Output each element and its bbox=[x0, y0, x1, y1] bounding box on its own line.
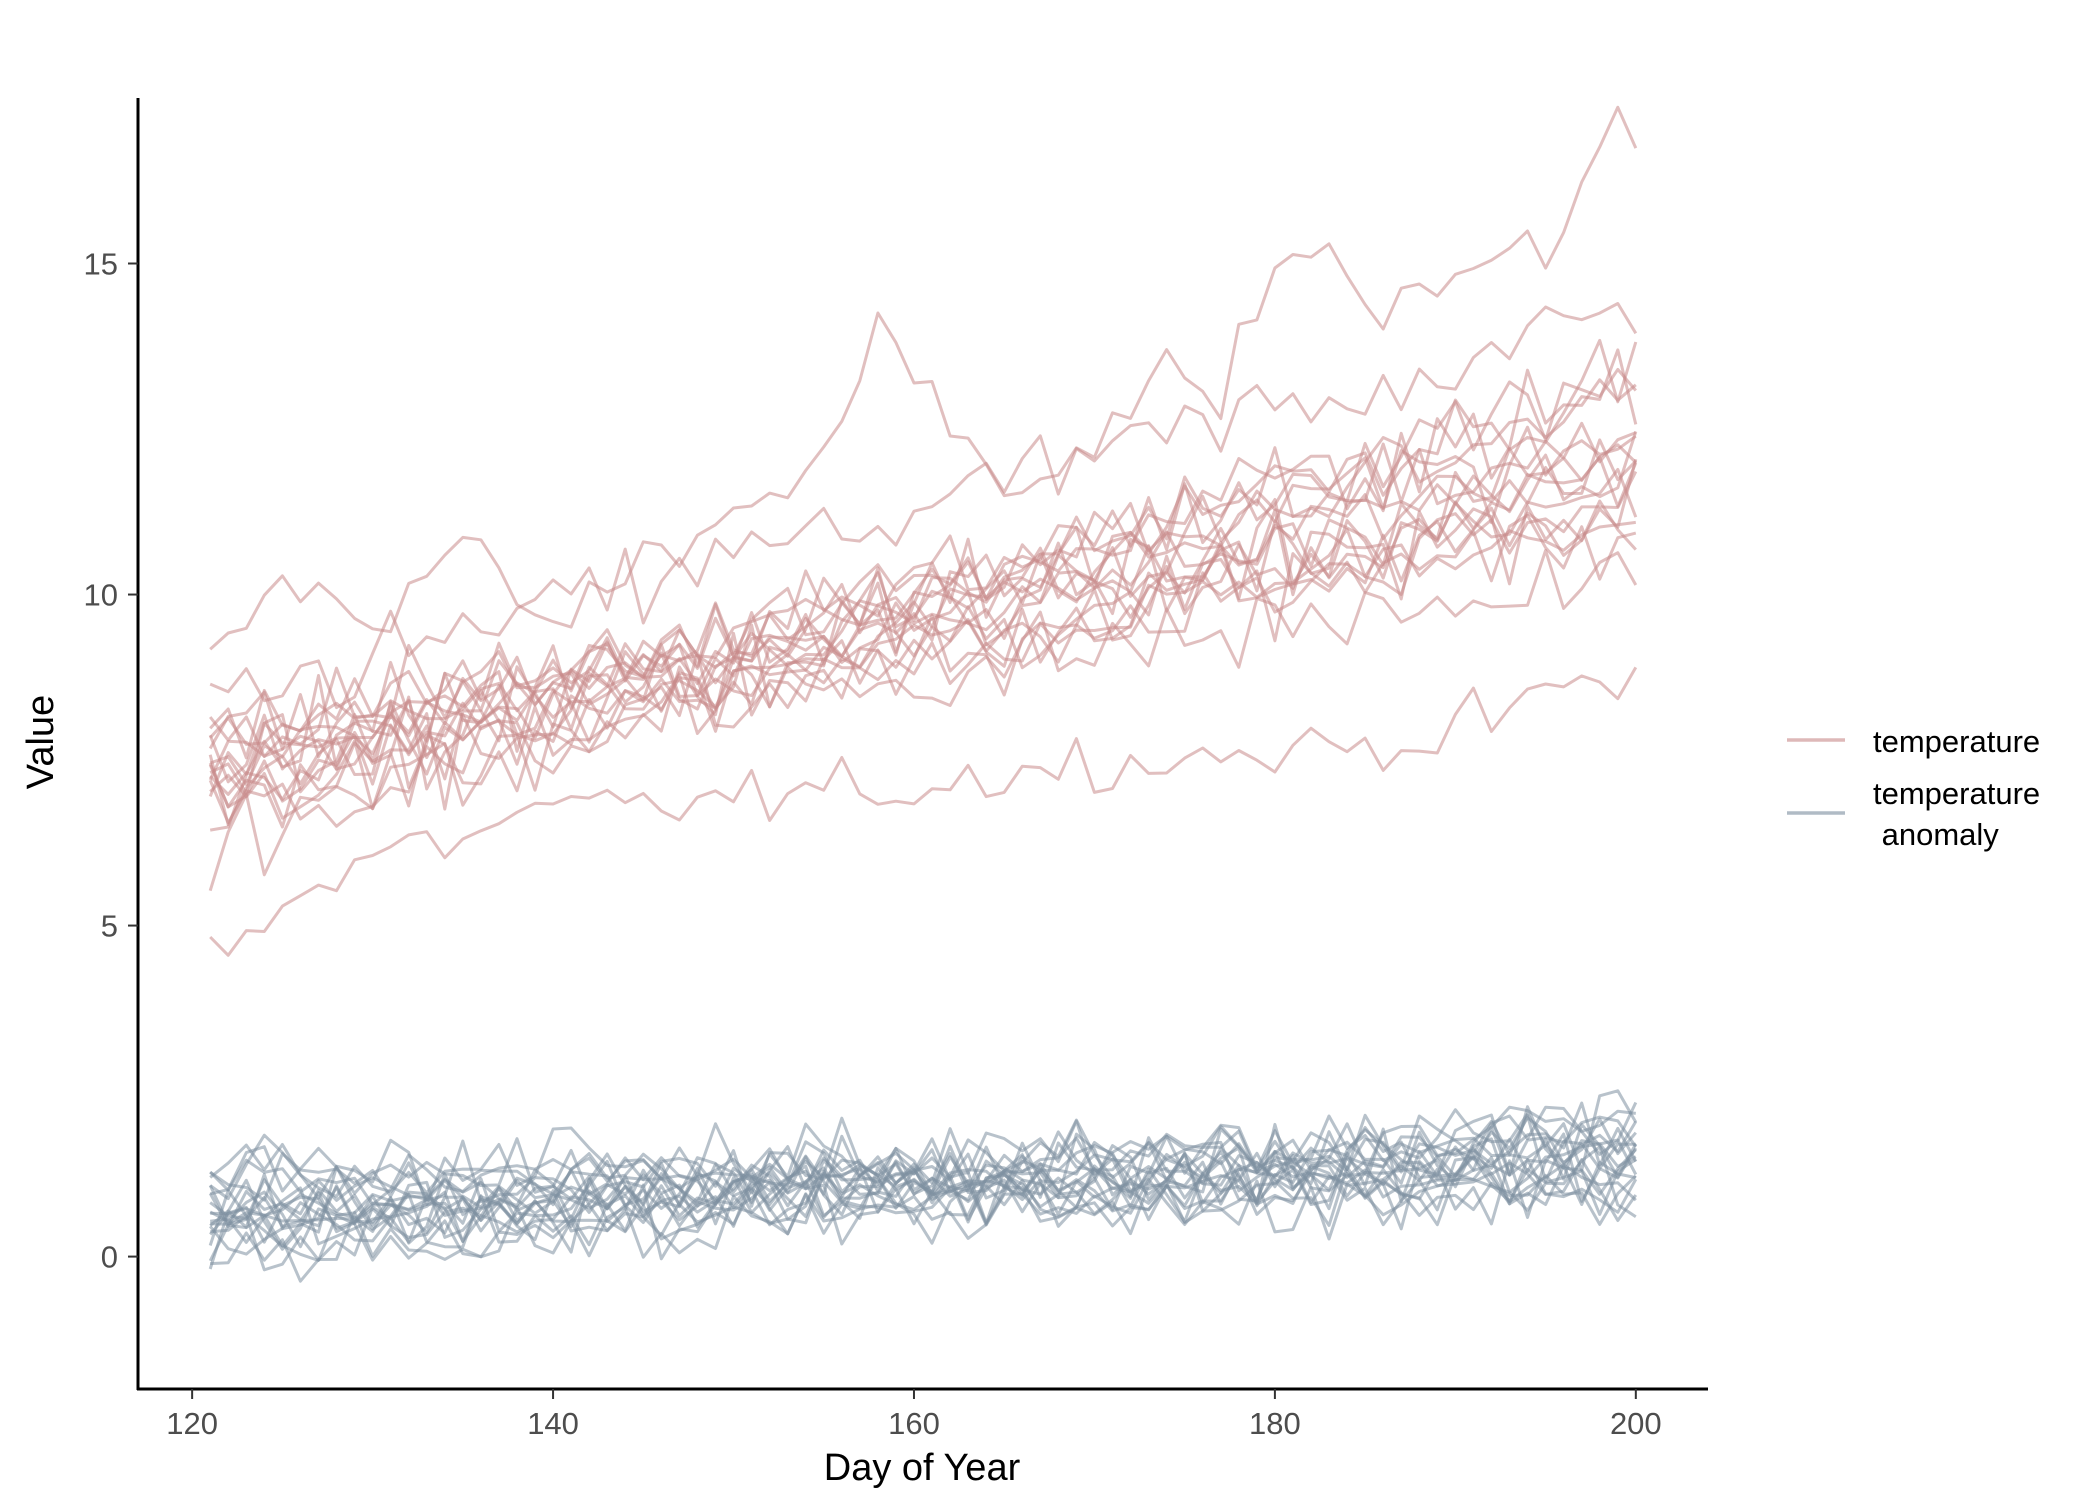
x-axis-title: Day of Year bbox=[824, 1447, 1021, 1489]
series-line-temperature bbox=[209, 105, 1638, 651]
series-line-temperature-anomaly bbox=[209, 1137, 1637, 1231]
y-axis-title: Value bbox=[20, 695, 62, 789]
y-tick-label: 0 bbox=[101, 1240, 118, 1275]
series-line-temperature bbox=[208, 443, 1637, 829]
x-tick-label: 200 bbox=[1610, 1406, 1662, 1441]
x-tick-label: 160 bbox=[888, 1406, 940, 1441]
series-line-temperature-anomaly bbox=[210, 1116, 1638, 1234]
series-line-temperature bbox=[209, 548, 1638, 786]
series-line-temperature bbox=[208, 425, 1637, 797]
legend-label-temperature-anomaly-line1: temperature bbox=[1873, 776, 2040, 811]
legend-label-temperature-anomaly-line2: anomaly bbox=[1873, 817, 1999, 852]
x-tick-label: 140 bbox=[527, 1406, 579, 1441]
y-tick-label: 10 bbox=[84, 578, 118, 613]
series-line-temperature bbox=[209, 431, 1638, 758]
series-line-temperature bbox=[209, 338, 1638, 832]
series-line-temperature bbox=[209, 666, 1638, 957]
series-line-temperature bbox=[209, 470, 1638, 820]
series-line-temperature bbox=[208, 458, 1638, 781]
axis-ticks: 120 140 160 180 200 0 5 10 15 bbox=[84, 247, 1662, 1441]
legend: temperature temperature anomaly bbox=[1787, 724, 2040, 852]
series-line-temperature bbox=[209, 520, 1636, 801]
series-line-temperature-anomaly bbox=[209, 1113, 1636, 1207]
x-tick-label: 120 bbox=[166, 1406, 218, 1441]
legend-label-temperature: temperature bbox=[1873, 724, 2040, 759]
series-line-temperature-anomaly bbox=[210, 1156, 1637, 1283]
series-line-temperature-anomaly bbox=[209, 1089, 1638, 1256]
y-tick-label: 15 bbox=[84, 247, 118, 282]
series-line-temperature bbox=[209, 302, 1638, 710]
series-lines bbox=[208, 105, 1638, 1283]
x-tick-label: 180 bbox=[1249, 1406, 1301, 1441]
y-tick-label: 5 bbox=[101, 909, 118, 944]
series-line-temperature-anomaly bbox=[209, 1101, 1638, 1239]
series-line-temperature bbox=[209, 513, 1637, 760]
